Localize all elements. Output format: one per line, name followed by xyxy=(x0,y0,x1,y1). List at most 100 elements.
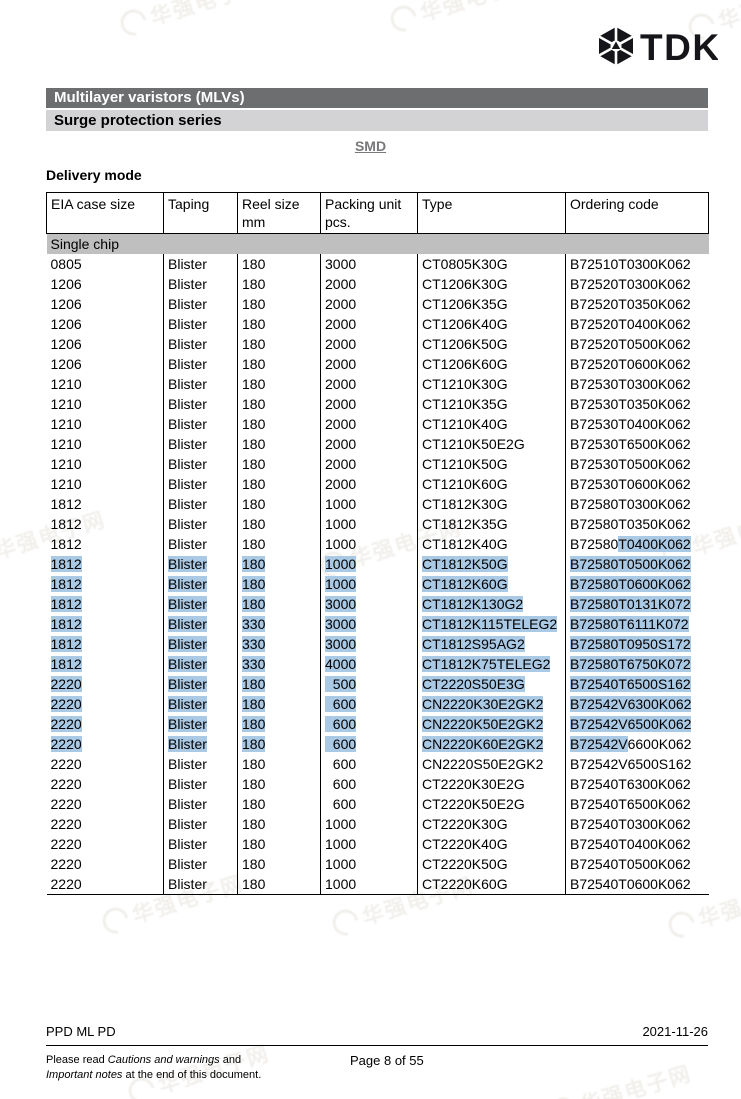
table-cell: 3000 xyxy=(320,254,418,274)
table-row: 1812 Blister 330 3000 CT1812K115TELEG2 B72580… xyxy=(46,614,709,634)
table-cell: Blister xyxy=(163,834,238,854)
table-cell: 2220 xyxy=(46,874,164,895)
selected-text: 1812 xyxy=(50,556,82,572)
column-header: Packing unit pcs. xyxy=(320,192,418,234)
table-cell: CT2220K30E2G xyxy=(417,774,566,794)
table-cell: 2220 xyxy=(46,754,164,774)
table-row: 2220 Blister 180 600 CN2220K50E2GK2 B72542V6… xyxy=(46,714,709,734)
table-cell: 2000 xyxy=(320,454,418,474)
table-cell: 1206 xyxy=(46,294,164,314)
table-row: 1210 Blister 180 2000 CT1210K50G B72530T0500K… xyxy=(46,454,709,474)
table-cell: B72530T6500K062 xyxy=(570,436,691,452)
selected-text: 1000 xyxy=(325,576,357,592)
table-cell: 1000 xyxy=(320,814,418,834)
table-cell: CT1812S95AG2 xyxy=(417,634,566,654)
table-row: 0805 Blister 180 3000 CT0805K30G B72510T0300K… xyxy=(46,254,709,274)
table-cell: B72530T0400K062 xyxy=(570,416,691,432)
selected-text: CN2220K60E2GK2 xyxy=(422,736,544,752)
table-cell: B72520T0600K062 xyxy=(570,356,691,372)
table-cell: Blister xyxy=(163,814,238,834)
table-cell: Blister xyxy=(163,274,238,294)
table-cell: CT1812K50G xyxy=(417,554,566,574)
table-cell: Blister xyxy=(163,454,238,474)
table-row: 2220 Blister 180 1000 CT2220K30G B72540T0300K… xyxy=(46,814,709,834)
table-cell: CT1210K60G xyxy=(417,474,566,494)
table-cell: B72540T0500K062 xyxy=(570,856,691,872)
footer-note-cautions: Cautions and warnings xyxy=(107,1054,220,1066)
table-cell: 1000 xyxy=(320,574,418,594)
table-cell: B72520T0400K062 xyxy=(570,316,691,332)
table-cell: 1000 xyxy=(320,514,418,534)
table-group-row: Single chip xyxy=(46,233,709,254)
table-cell: B72540T6300K062 xyxy=(570,776,691,792)
table-cell: 1812 xyxy=(46,534,164,554)
selected-text: 1812 xyxy=(50,636,82,652)
smd-link[interactable]: SMD xyxy=(354,138,387,154)
table-cell: CT1206K30G xyxy=(417,274,566,294)
table-row: 1812 Blister 180 3000 CT1812K130G2 B72580T013… xyxy=(46,594,709,614)
table-row: 1206 Blister 180 2000 CT1206K35G B72520T0350K… xyxy=(46,294,709,314)
table-cell: Blister xyxy=(163,734,238,754)
selected-text: 180 xyxy=(242,596,266,612)
table-cell: 3000 xyxy=(320,634,418,654)
table-cell: Blister xyxy=(163,534,238,554)
table-cell: CT1812K130G2 xyxy=(417,594,566,614)
tdk-logo: TDK xyxy=(594,24,718,68)
table-cell: 4000 xyxy=(320,654,418,674)
table-cell: 2000 xyxy=(320,314,418,334)
table-cell: Blister xyxy=(163,314,238,334)
table-cell: B72540T0400K062 xyxy=(570,836,691,852)
selected-text: B72580T0131K072 xyxy=(570,596,691,612)
table-cell: 1812 xyxy=(46,574,164,594)
table-cell: Blister xyxy=(163,634,238,654)
table-cell: 500 xyxy=(320,674,418,694)
table-cell: 1000 xyxy=(320,834,418,854)
table-cell: 1206 xyxy=(46,274,164,294)
table-cell: 180 xyxy=(237,754,321,774)
table-cell: B72540T6500K062 xyxy=(570,796,691,812)
table-cell: 2000 xyxy=(320,274,418,294)
table-cell: 1000 xyxy=(320,554,418,574)
table-cell: CT1210K50E2G xyxy=(417,434,566,454)
table-cell: B72530T0350K062 xyxy=(570,396,691,412)
table-row: 2220 Blister 180 600 CN2220S50E2GK2 B72542V6… xyxy=(46,754,709,774)
table-cell: B72580T0131K072 xyxy=(566,594,709,614)
table-row: 1210 Blister 180 2000 CT1210K30G B72530T0300K… xyxy=(46,374,709,394)
selected-text: 3000 xyxy=(325,596,357,612)
page-indicator: Page 8 of 55 xyxy=(350,1053,424,1068)
watermark-text: 华强电子网 xyxy=(418,0,535,26)
table-cell: 1210 xyxy=(46,454,164,474)
table-cell: B72540T0600K062 xyxy=(565,874,709,895)
table-cell: CT2220S50E3G xyxy=(417,674,566,694)
table-cell: Blister xyxy=(163,694,238,714)
table-cell: Blister xyxy=(163,514,238,534)
table-header-row: EIA case size Taping Reel size mm Packing un… xyxy=(46,192,709,234)
table-cell: CT2220K50E2G xyxy=(417,794,566,814)
table-cell: 1812 xyxy=(46,514,164,534)
table-cell: 330 xyxy=(237,634,321,654)
group-header-cell: Single chip xyxy=(46,233,709,254)
selected-text: 600 xyxy=(325,716,357,732)
table-cell: Blister xyxy=(163,394,238,414)
table-cell: 2220 xyxy=(46,674,164,694)
selected-text: 1812 xyxy=(50,616,82,632)
table-cell: CT1210K40G xyxy=(417,414,566,434)
table-cell: Blister xyxy=(163,594,238,614)
table-cell: 180 xyxy=(237,694,321,714)
selected-text: 180 xyxy=(242,696,266,712)
selected-text: 180 xyxy=(242,736,266,752)
selected-text: Blister xyxy=(168,716,207,732)
table-row: 2220 Blister 180 600 CT2220K50E2G B72540T650… xyxy=(46,794,709,814)
footer-divider xyxy=(46,1045,708,1046)
watermark: 华强电子网 xyxy=(545,1057,695,1099)
table-cell: B72580T6750K072 xyxy=(566,654,709,674)
selected-text: Blister xyxy=(168,656,207,672)
table-cell: B72580T0350K062 xyxy=(570,516,691,532)
footer-dept: PPD ML PD xyxy=(46,1024,116,1039)
table-cell: 180 xyxy=(237,494,321,514)
selected-text: Blister xyxy=(168,556,207,572)
watermark-text: 华强电子网 xyxy=(577,1062,695,1099)
table-cell: 1812 xyxy=(46,554,164,574)
watermark: 华强电子网 xyxy=(385,0,535,37)
